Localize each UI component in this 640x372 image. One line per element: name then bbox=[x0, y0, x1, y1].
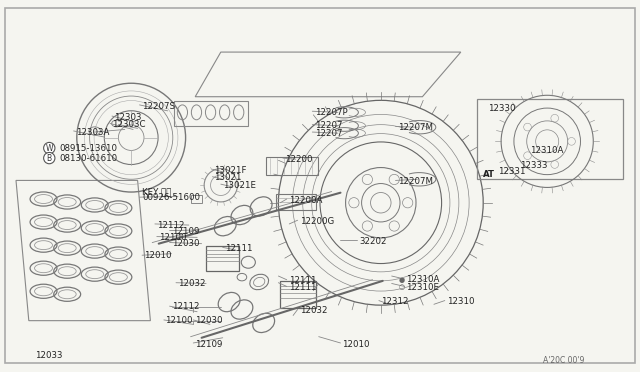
Text: 12109: 12109 bbox=[195, 340, 223, 349]
Text: 12109: 12109 bbox=[172, 227, 199, 236]
Text: 13021E: 13021E bbox=[223, 181, 256, 190]
Bar bbox=[206, 246, 239, 271]
Bar bbox=[276, 194, 316, 210]
Text: 12030: 12030 bbox=[172, 239, 199, 248]
Text: 12100: 12100 bbox=[159, 233, 186, 242]
Text: 12310A: 12310A bbox=[406, 275, 440, 284]
Text: 12200A: 12200A bbox=[289, 196, 323, 205]
Text: 12310A: 12310A bbox=[530, 146, 563, 155]
Text: 12310E: 12310E bbox=[406, 283, 440, 292]
Text: 12303A: 12303A bbox=[76, 128, 109, 137]
Text: 12010: 12010 bbox=[342, 340, 370, 349]
Text: AT: AT bbox=[483, 170, 495, 179]
Text: 12207S: 12207S bbox=[142, 102, 175, 110]
Bar bbox=[191, 195, 202, 203]
Text: 12207M: 12207M bbox=[398, 177, 433, 186]
Text: W: W bbox=[45, 144, 53, 153]
Text: 12100: 12100 bbox=[165, 316, 193, 325]
Text: 12112: 12112 bbox=[157, 221, 184, 230]
Text: 08130-61610: 08130-61610 bbox=[60, 154, 118, 163]
Text: 13021F: 13021F bbox=[214, 166, 247, 175]
Text: 08915-13610: 08915-13610 bbox=[60, 144, 118, 153]
Text: KEY キー: KEY キー bbox=[142, 187, 172, 196]
Text: 12331: 12331 bbox=[498, 167, 525, 176]
Text: 12111: 12111 bbox=[225, 244, 253, 253]
Text: 12303: 12303 bbox=[114, 113, 141, 122]
Text: ●: ● bbox=[399, 277, 405, 283]
Text: 12312: 12312 bbox=[381, 297, 408, 306]
Text: 12030: 12030 bbox=[195, 316, 223, 325]
Text: 32202: 32202 bbox=[360, 237, 387, 246]
Text: 12111: 12111 bbox=[289, 283, 317, 292]
Text: 12330: 12330 bbox=[488, 104, 515, 113]
Text: 12207P: 12207P bbox=[315, 108, 348, 117]
Text: 12207M: 12207M bbox=[398, 123, 433, 132]
Text: 12200: 12200 bbox=[285, 155, 312, 164]
Text: 12111: 12111 bbox=[289, 276, 317, 285]
Text: 12032: 12032 bbox=[178, 279, 205, 288]
Text: 00926-51600: 00926-51600 bbox=[142, 193, 200, 202]
Text: B: B bbox=[47, 154, 52, 163]
Text: 12333: 12333 bbox=[520, 161, 547, 170]
Bar bbox=[477, 99, 623, 179]
Text: 12032: 12032 bbox=[300, 306, 327, 315]
Bar bbox=[280, 281, 316, 308]
Bar bbox=[266, 157, 318, 175]
Text: 12033: 12033 bbox=[35, 351, 63, 360]
Text: ○: ○ bbox=[399, 284, 405, 290]
Text: 12207: 12207 bbox=[315, 129, 342, 138]
Text: 12310: 12310 bbox=[447, 297, 474, 306]
Bar bbox=[174, 101, 248, 126]
Text: 12207: 12207 bbox=[315, 121, 342, 130]
Text: A'20C 00'9: A'20C 00'9 bbox=[543, 356, 584, 365]
Text: 13021: 13021 bbox=[214, 173, 242, 182]
Text: 12010: 12010 bbox=[144, 251, 172, 260]
Text: 12200G: 12200G bbox=[300, 217, 334, 226]
Text: 12112: 12112 bbox=[172, 302, 199, 311]
Text: 12303C: 12303C bbox=[112, 120, 145, 129]
